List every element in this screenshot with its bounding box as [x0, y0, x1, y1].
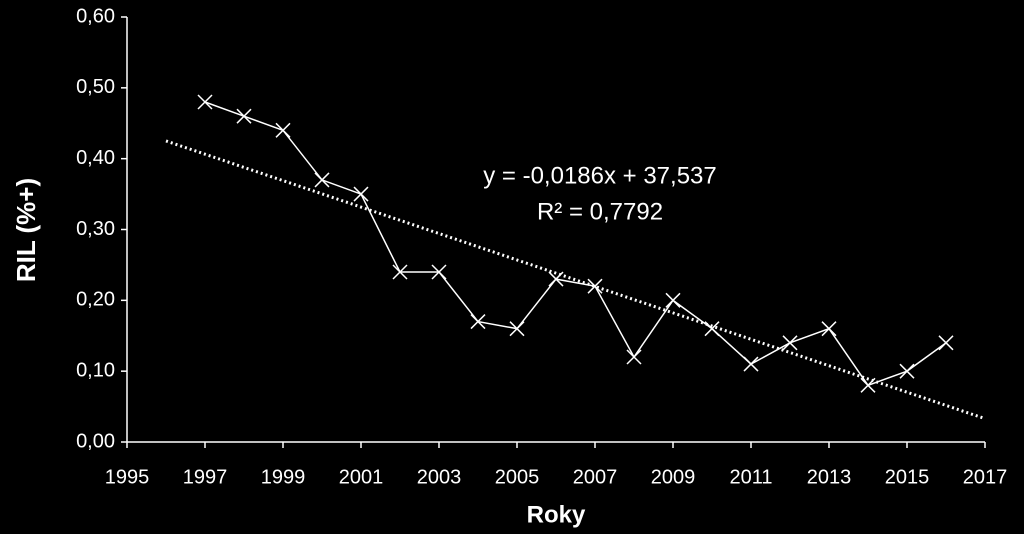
marker — [665, 292, 681, 308]
marker — [353, 186, 369, 202]
annotation: R² = 0,7792 — [537, 198, 663, 225]
x-tick-label: 2017 — [963, 466, 1008, 488]
x-tick-label: 1999 — [261, 466, 306, 488]
marker — [392, 264, 408, 280]
marker — [626, 349, 642, 365]
marker — [938, 335, 954, 351]
marker — [275, 122, 291, 138]
annotation: y = -0,0186x + 37,537 — [483, 162, 717, 189]
series-line — [204, 101, 947, 387]
marker — [314, 172, 330, 188]
marker — [470, 314, 486, 330]
y-tick-label: 0,30 — [76, 218, 115, 240]
y-tick-label: 0,40 — [76, 147, 115, 169]
marker — [548, 271, 564, 287]
x-tick-label: 2007 — [573, 466, 618, 488]
marker — [236, 108, 252, 124]
marker — [704, 321, 720, 337]
trendline — [165, 139, 986, 421]
x-axis-title: Roky — [527, 501, 586, 528]
x-tick-label: 2009 — [651, 466, 696, 488]
x-tick-label: 2003 — [417, 466, 462, 488]
y-tick-label: 0,60 — [76, 5, 115, 27]
marker — [821, 321, 837, 337]
marker — [587, 278, 603, 294]
marker — [782, 335, 798, 351]
marker — [431, 264, 447, 280]
x-tick-label: 2001 — [339, 466, 384, 488]
x-tick-label: 2011 — [729, 466, 772, 488]
x-tick-label: 1997 — [183, 466, 228, 488]
marker — [197, 94, 213, 110]
y-tick-label: 0,50 — [76, 76, 115, 98]
marker — [899, 363, 915, 379]
y-tick-label: 0,10 — [76, 359, 115, 381]
y-tick-label: 0,00 — [76, 430, 115, 452]
y-axis-title: RIL (%+) — [11, 178, 41, 282]
x-tick-label: 2005 — [495, 466, 540, 488]
y-tick-label: 0,20 — [76, 289, 115, 311]
marker — [860, 377, 876, 393]
x-tick-label: 2015 — [885, 466, 930, 488]
x-tick-label: 1995 — [105, 466, 150, 488]
marker — [743, 356, 759, 372]
marker — [509, 321, 525, 337]
x-tick-label: 2013 — [807, 466, 852, 488]
